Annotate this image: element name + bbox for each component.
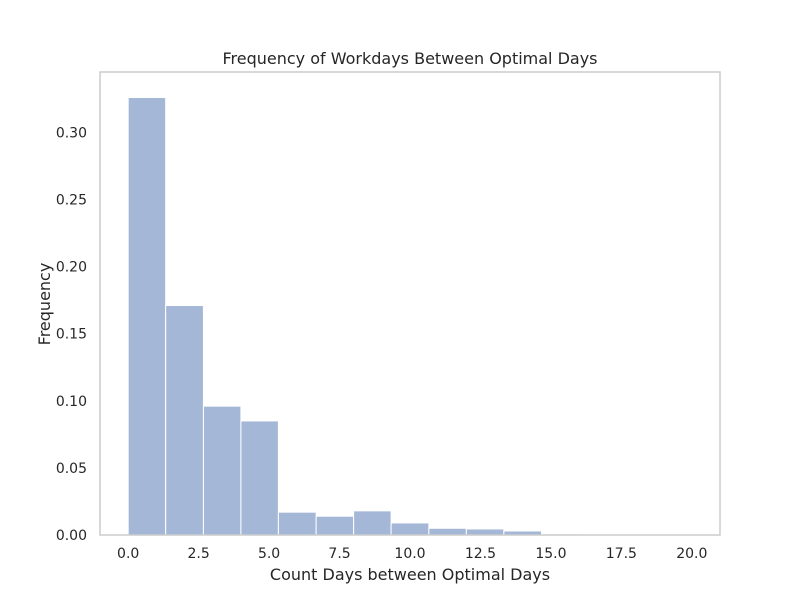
histogram-bar [202, 405, 242, 536]
x-tick-labels: 0.0 2.5 5.0 7.5 10.0 12.5 15.0 17.5 20.0 [117, 546, 707, 562]
y-tick-label: 0.15 [56, 327, 87, 343]
y-tick-label: 0.10 [56, 394, 87, 410]
bars-group [127, 96, 693, 536]
histogram-bar [165, 305, 204, 536]
histogram-bar [353, 510, 392, 536]
x-tick-label: 12.5 [465, 546, 496, 562]
x-tick-label: 2.5 [188, 546, 210, 562]
histogram-bar [127, 96, 167, 536]
x-tick-label: 20.0 [676, 546, 707, 562]
y-tick-label: 0.00 [56, 528, 87, 544]
chart-title: Frequency of Workdays Between Optimal Da… [222, 49, 597, 68]
plot-frame [99, 71, 721, 536]
x-tick-label: 10.0 [394, 546, 425, 562]
y-tick-label: 0.05 [56, 461, 87, 477]
x-tick-label: 0.0 [117, 546, 139, 562]
x-tick-label: 7.5 [328, 546, 350, 562]
x-tick-label: 15.0 [535, 546, 566, 562]
x-axis-title: Count Days between Optimal Days [270, 565, 550, 584]
histogram-bar [465, 528, 505, 536]
histogram-bar [277, 511, 317, 536]
histogram-bar [240, 420, 279, 536]
y-tick-label: 0.20 [56, 260, 87, 276]
x-tick-label: 17.5 [606, 546, 637, 562]
histogram-bar [428, 527, 467, 536]
y-axis-title: Frequency [35, 263, 54, 346]
histogram-bar [390, 522, 430, 536]
y-tick-label: 0.25 [56, 192, 87, 208]
y-tick-label: 0.30 [56, 125, 87, 141]
y-tick-labels: 0.00 0.05 0.10 0.15 0.20 0.25 0.30 [56, 125, 87, 544]
x-tick-label: 5.0 [258, 546, 280, 562]
histogram-bar [315, 515, 355, 536]
